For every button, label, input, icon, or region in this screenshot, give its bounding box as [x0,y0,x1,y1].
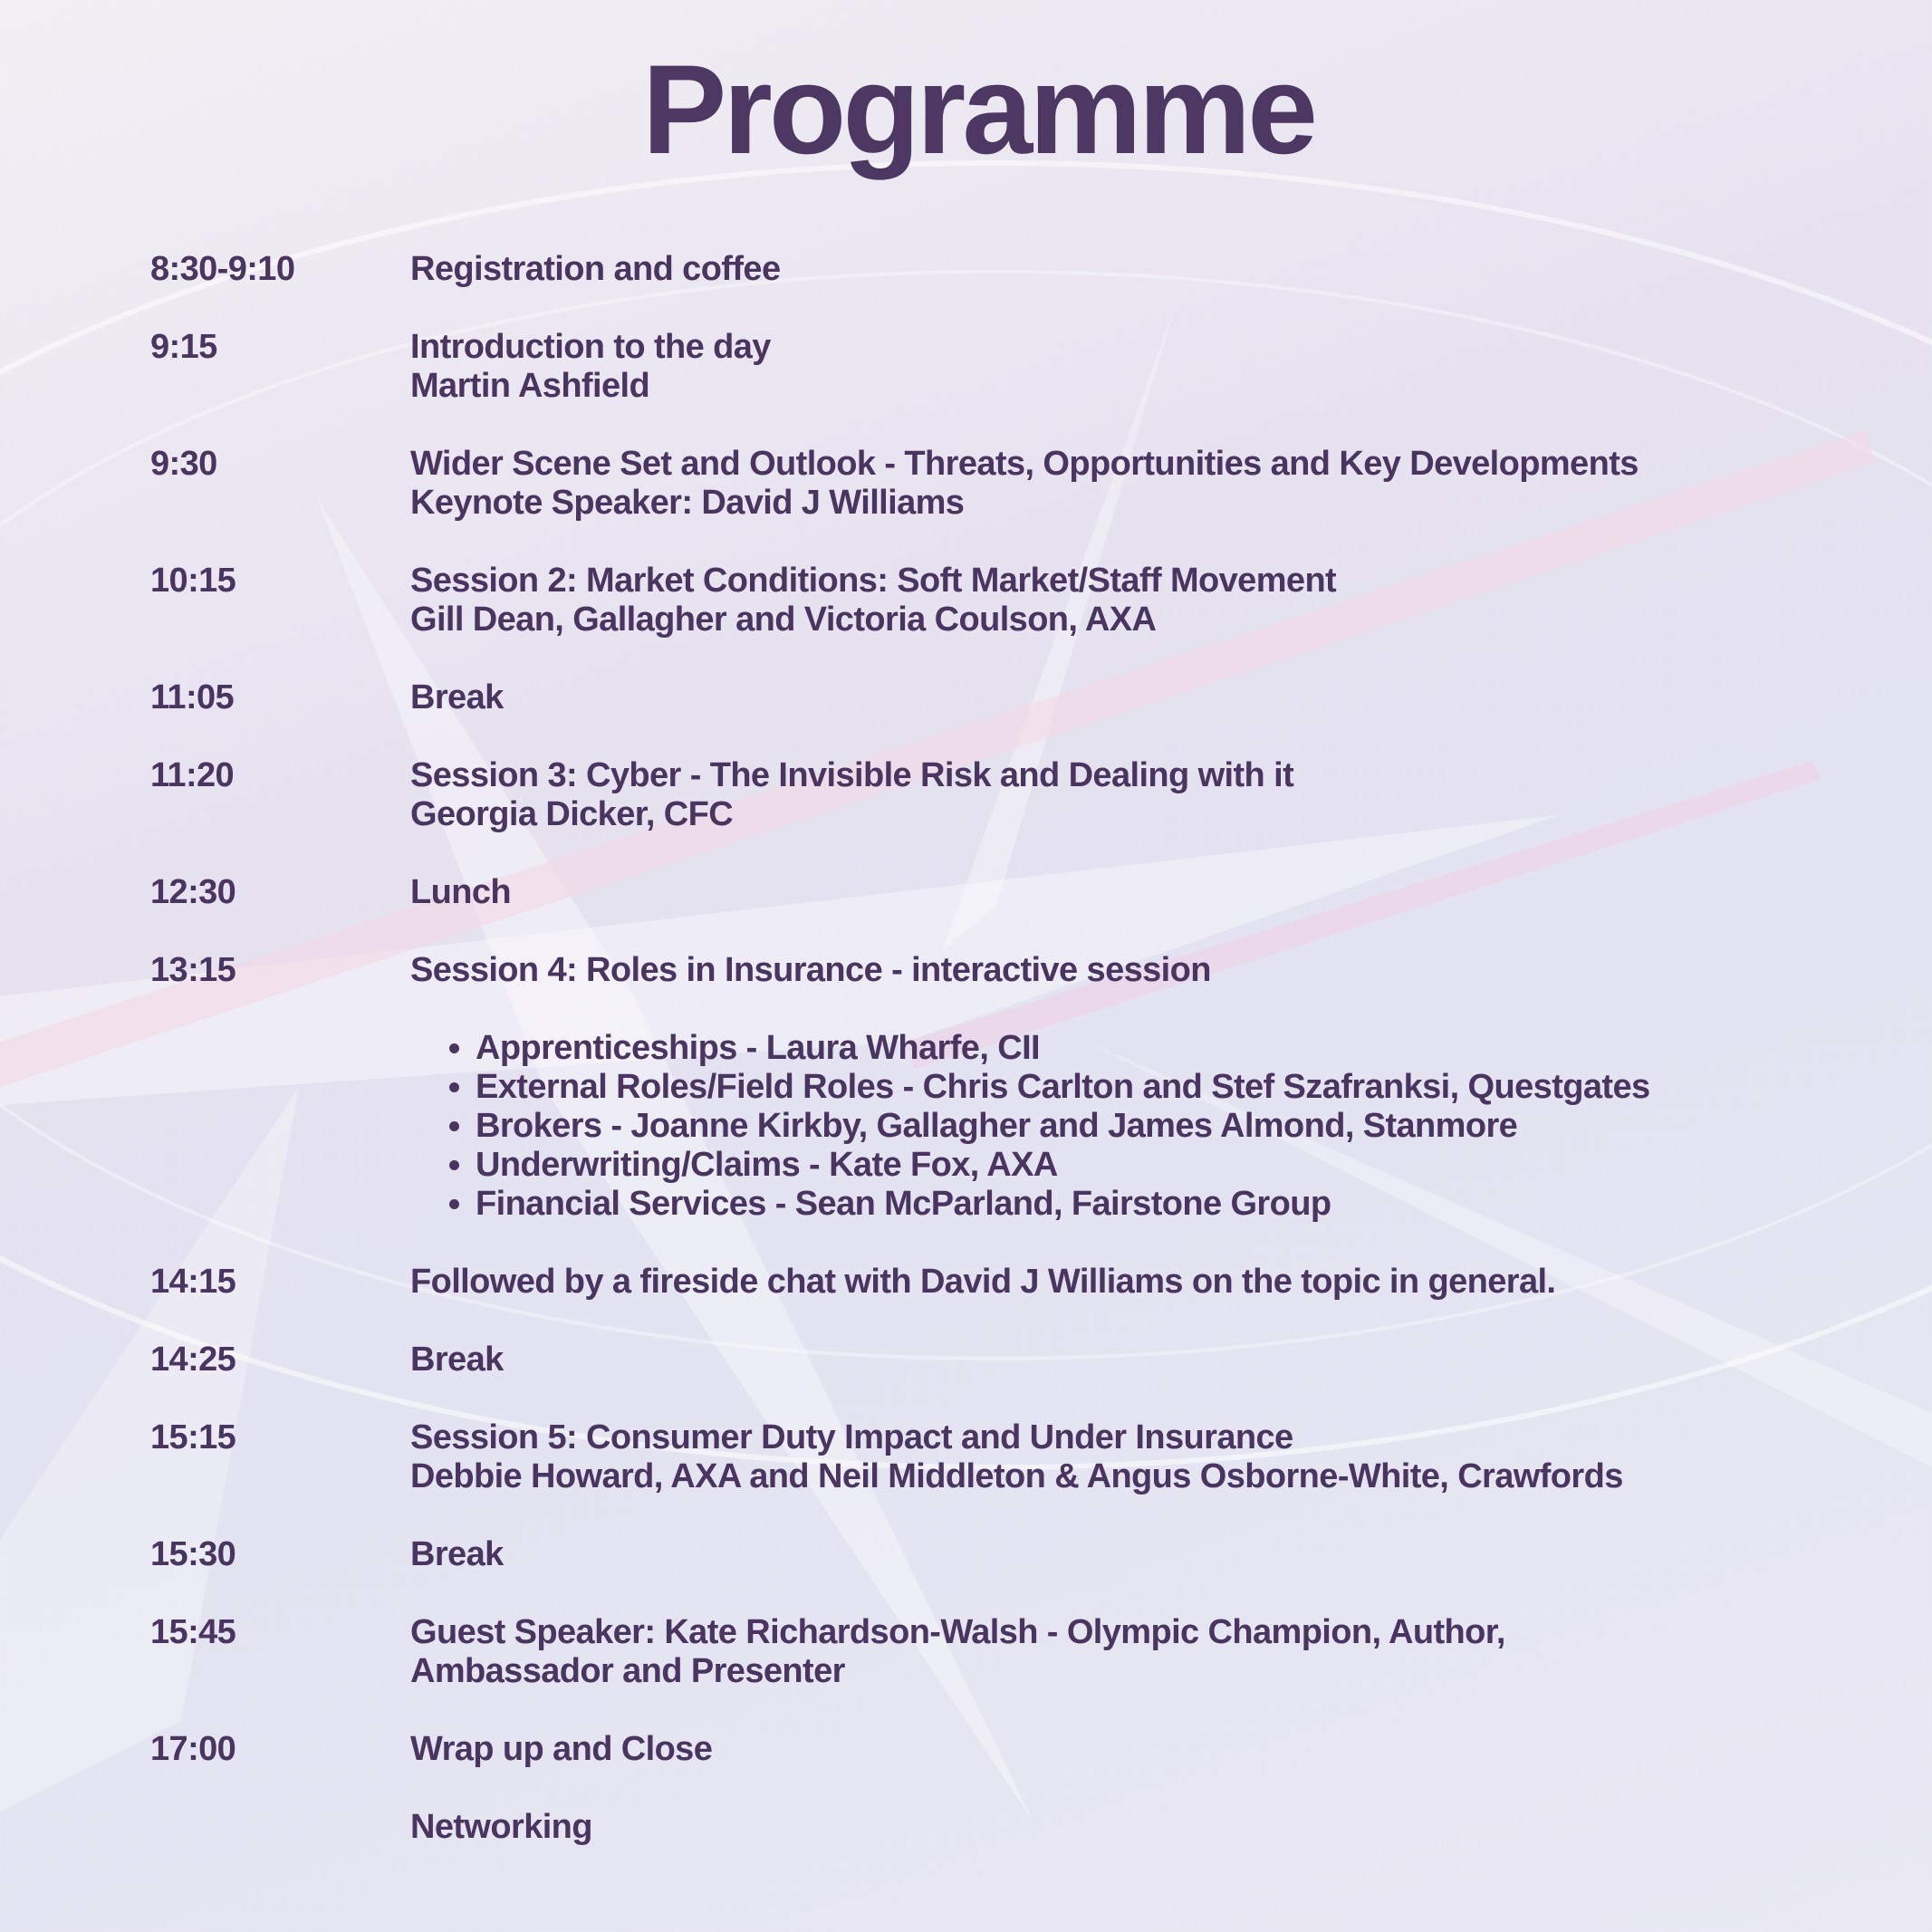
schedule-entry: 12:30 Lunch [150,873,1871,912]
entry-time: 9:30 [150,445,217,483]
entry-time: 10:15 [150,562,236,600]
programme-schedule: 8:30-9:10 Registration and coffee 9:15 Intr… [150,250,1871,1886]
entry-speaker: Keynote Speaker: David J Williams [410,484,965,522]
schedule-entry: 11:20 Session 3: Cyber - The Invisible Ri… [150,756,1871,834]
entry-details: Break [410,1535,504,1574]
entry-details: Session 2: Market Conditions: Soft Marke… [410,562,1337,639]
entry-details: Followed by a fireside chat with David J… [410,1263,1556,1302]
entry-details: Session 5: Consumer Duty Impact and Unde… [410,1418,1623,1496]
entry-time: 9:15 [150,328,217,366]
schedule-entry: 14:15 Followed by a fireside chat with Da… [150,1263,1871,1302]
page-title: Programme [641,38,1318,180]
entry-title: Session 5: Consumer Duty Impact and Unde… [410,1418,1293,1456]
entry-time: 13:15 [150,951,236,989]
entry-details: Break [410,678,504,717]
entry-details: Registration and coffee [410,250,781,289]
schedule-entry: 15:30 Break [150,1535,1871,1574]
entry-speaker: Debbie Howard, AXA and Neil Middleton & … [410,1457,1623,1495]
schedule-entry: 13:15 Session 4: Roles in Insurance - int… [150,951,1871,1224]
role-list-item: Apprenticeships - Laura Wharfe, CII [476,1029,1650,1068]
role-list-item: Brokers - Joanne Kirkby, Gallagher and J… [476,1107,1650,1146]
schedule-entry: 11:05 Break [150,678,1871,717]
schedule-entry: 15:45 Guest Speaker: Kate Richardson-Wals… [150,1613,1871,1691]
entry-details: Break [410,1341,504,1379]
entry-time: 12:30 [150,873,236,911]
entry-time: 15:45 [150,1613,236,1651]
entry-title: Break [410,678,504,716]
entry-title: Break [410,1535,504,1573]
schedule-entry: 10:15 Session 2: Market Conditions: Soft … [150,562,1871,639]
entry-time: 8:30-9:10 [150,250,295,288]
entry-details: Wider Scene Set and Outlook - Threats, O… [410,445,1639,523]
session-roles-list: Apprenticeships - Laura Wharfe, CIIExter… [410,1029,1650,1224]
entry-details: Networking [410,1808,593,1847]
entry-details: Wrap up and Close [410,1730,713,1769]
entry-details: Session 3: Cyber - The Invisible Risk an… [410,756,1294,834]
schedule-entry: 17:00 Wrap up and Close [150,1730,1871,1769]
role-list-item: External Roles/Field Roles - Chris Carlt… [476,1068,1650,1107]
entry-title: Wider Scene Set and Outlook - Threats, O… [410,445,1639,483]
schedule-entry: 9:15 Introduction to the day Martin Ashfie… [150,328,1871,406]
schedule-entry: Networking [150,1808,1871,1847]
schedule-entry: 15:15 Session 5: Consumer Duty Impact and… [150,1418,1871,1496]
role-list-item: Underwriting/Claims - Kate Fox, AXA [476,1146,1650,1185]
entry-speaker: Martin Ashfield [410,367,650,405]
entry-title: Followed by a fireside chat with David J… [410,1263,1556,1301]
entry-title: Break [410,1341,504,1379]
entry-title: Introduction to the day [410,328,771,366]
entry-time: 15:30 [150,1535,236,1573]
entry-time: 14:15 [150,1263,236,1301]
entry-title: Wrap up and Close [410,1730,713,1768]
entry-title: Session 3: Cyber - The Invisible Risk an… [410,756,1294,794]
role-list-item: Financial Services - Sean McParland, Fai… [476,1185,1650,1224]
entry-time: 14:25 [150,1341,236,1379]
entry-details: Session 4: Roles in Insurance - interact… [410,951,1650,1224]
schedule-entry: 8:30-9:10 Registration and coffee [150,250,1871,289]
entry-time: 17:00 [150,1730,236,1768]
entry-title: Guest Speaker: Kate Richardson-Walsh - O… [410,1613,1505,1651]
schedule-entry: 14:25 Break [150,1341,1871,1379]
entry-title: Session 4: Roles in Insurance - interact… [410,951,1211,989]
entry-speaker: Gill Dean, Gallagher and Victoria Coulso… [410,601,1157,639]
entry-title: Networking [410,1808,593,1846]
entry-details: Guest Speaker: Kate Richardson-Walsh - O… [410,1613,1505,1691]
entry-details: Lunch [410,873,512,912]
entry-details: Introduction to the day Martin Ashfield [410,328,771,406]
entry-speaker: Georgia Dicker, CFC [410,795,734,833]
entry-title: Lunch [410,873,512,911]
entry-title: Session 2: Market Conditions: Soft Marke… [410,562,1337,600]
entry-title: Registration and coffee [410,250,781,288]
entry-speaker: Ambassador and Presenter [410,1652,845,1690]
entry-time: 15:15 [150,1418,236,1456]
entry-time [150,1808,410,1847]
entry-time: 11:05 [150,678,235,716]
schedule-entry: 9:30 Wider Scene Set and Outlook - Threat… [150,445,1871,523]
entry-time: 11:20 [150,756,235,794]
